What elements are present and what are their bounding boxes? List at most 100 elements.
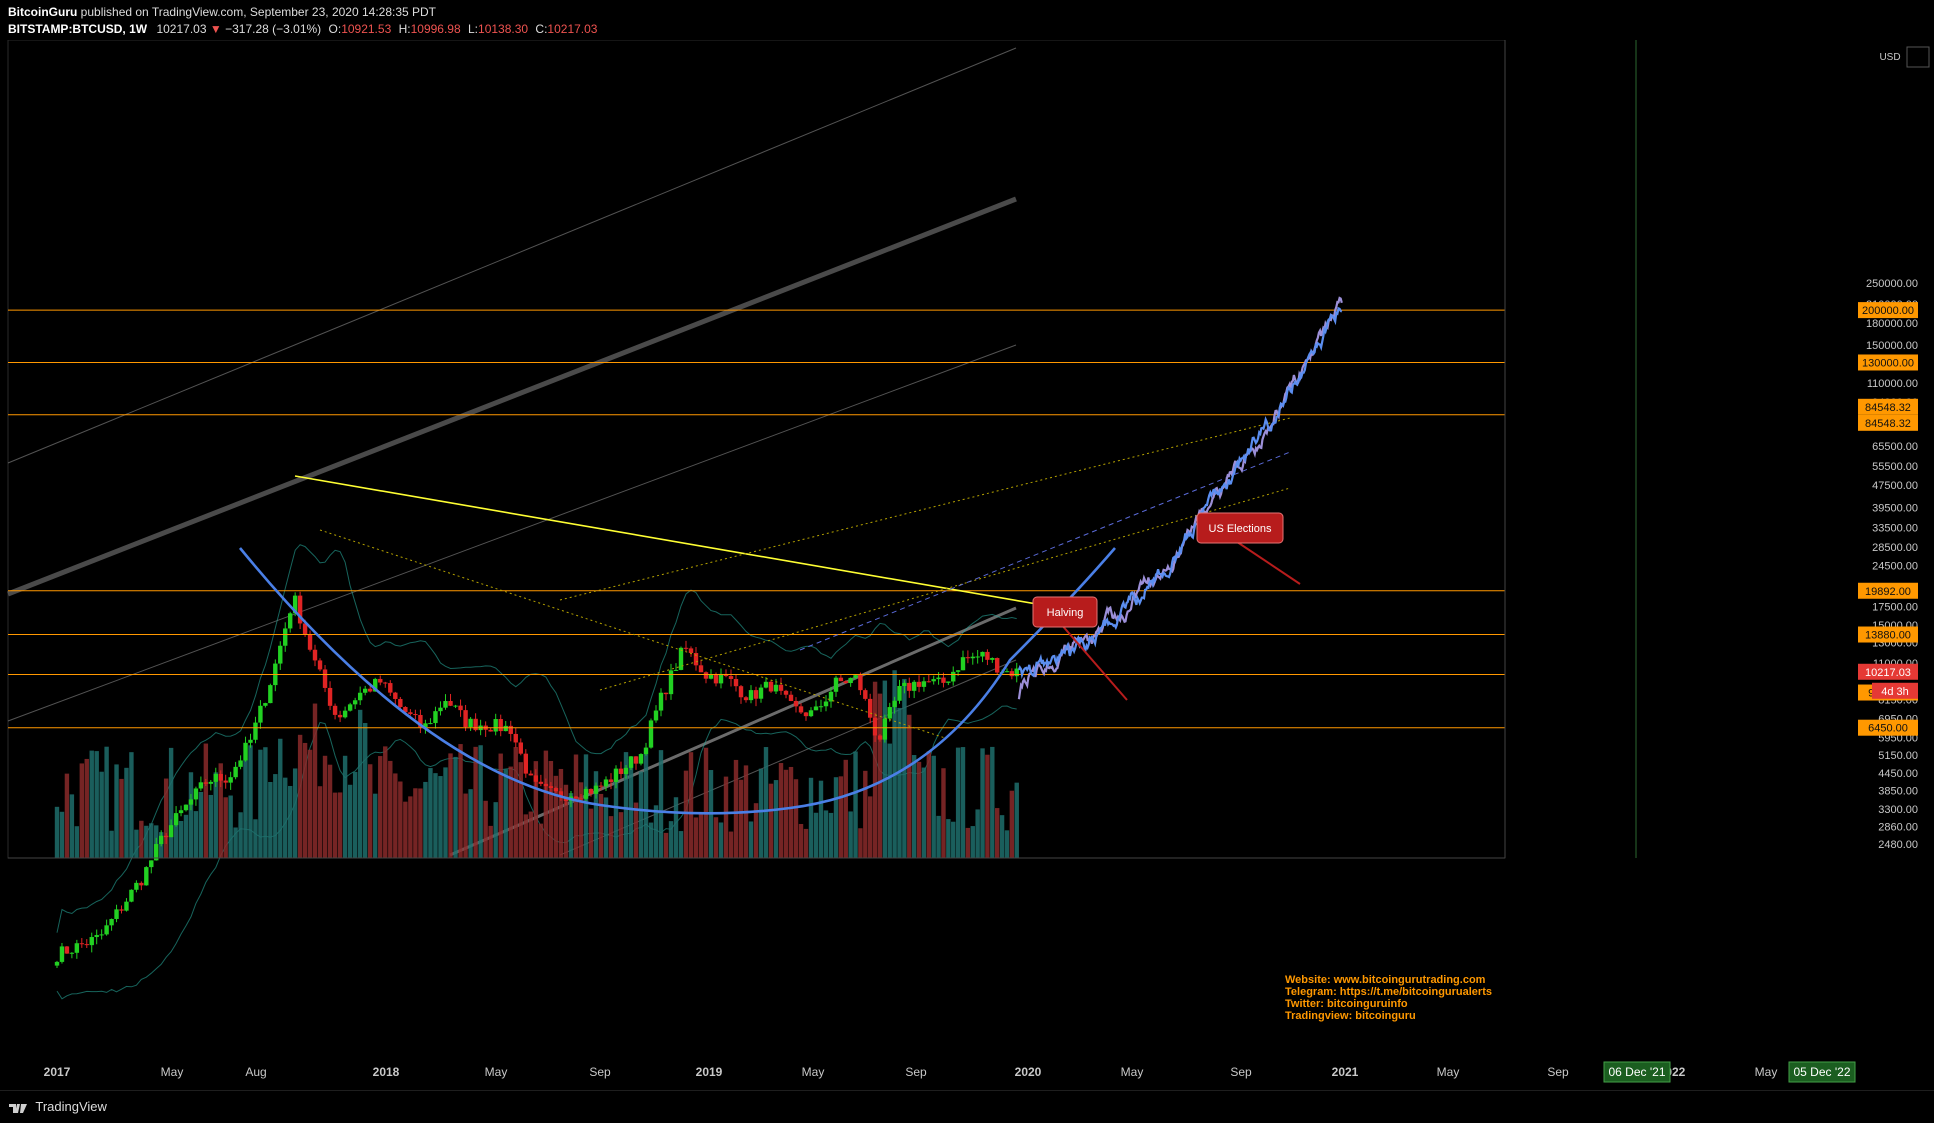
halving-callout-box <box>1032 596 1098 628</box>
volume-bar <box>518 762 523 858</box>
price-tick: 3850.00 <box>1878 785 1918 797</box>
volume-bar <box>753 803 759 858</box>
volume-bar <box>818 780 824 858</box>
open-key: O: <box>328 22 342 36</box>
candle <box>975 656 980 658</box>
date-tag-bg <box>1603 1061 1671 1083</box>
time-tick: May <box>485 1065 508 1079</box>
candle <box>428 723 433 725</box>
candle <box>663 692 669 695</box>
candle <box>378 678 383 683</box>
candle <box>887 707 892 719</box>
candle <box>74 943 80 953</box>
dotted-channel <box>559 417 1291 601</box>
volume-bar <box>683 770 689 858</box>
info-line: Twitter: bitcoinguruinfo <box>1285 998 1408 1010</box>
volume-bar <box>478 745 483 858</box>
info-line: Telegram: https://t.me/bitcoingurualerts <box>1285 986 1492 998</box>
volume-bar <box>798 823 804 858</box>
candle <box>69 952 75 954</box>
candle <box>1004 671 1010 673</box>
candle <box>168 825 174 838</box>
candle <box>733 678 739 687</box>
candle <box>941 677 946 683</box>
candle <box>598 785 604 787</box>
open-value: 10921.53 <box>341 22 392 36</box>
volume-bar <box>980 748 985 858</box>
volume-bar <box>418 788 423 858</box>
time-tick: May <box>802 1065 825 1079</box>
volume-bar <box>728 831 734 858</box>
time-tick: 2019 <box>696 1065 723 1079</box>
candle <box>124 901 129 911</box>
candle <box>258 705 263 723</box>
time-tick: Aug <box>245 1065 266 1079</box>
volume-bar <box>362 723 368 858</box>
candle <box>718 673 724 684</box>
volume-bar <box>292 768 298 858</box>
tradingview-logo[interactable]: TradingView <box>8 1099 107 1114</box>
volume-bar <box>129 752 134 858</box>
volume-bar <box>168 747 174 858</box>
chart-header: BitcoinGuru published on TradingView.com… <box>0 0 1934 40</box>
symbol-label[interactable]: BITSTAMP:BTCUSD, 1W <box>8 22 148 36</box>
volume-bar <box>302 742 308 858</box>
candle <box>513 733 518 743</box>
us-elections-callout-pointer <box>1235 540 1301 585</box>
volume-bar <box>936 815 941 858</box>
volume-bar <box>658 750 664 858</box>
volume-bar <box>768 783 774 858</box>
candle <box>897 686 902 701</box>
volume-bar <box>668 821 674 858</box>
author-name[interactable]: BitcoinGuru <box>8 5 78 19</box>
volume-bar <box>848 811 853 858</box>
volume-bar <box>368 764 373 858</box>
volume-bar <box>583 754 589 858</box>
candle <box>758 687 764 699</box>
candle <box>902 682 907 687</box>
last-price-bg <box>1858 663 1918 680</box>
candle <box>658 692 664 711</box>
candle <box>357 692 363 701</box>
candle <box>283 628 288 646</box>
volume-bar <box>423 781 428 858</box>
volume-bar <box>203 743 209 858</box>
time-tick: 2018 <box>373 1065 400 1079</box>
candle <box>158 835 164 845</box>
volume-bar <box>307 749 313 858</box>
candle <box>443 701 448 708</box>
candle <box>990 658 995 660</box>
time-tick: Sep <box>1547 1065 1569 1079</box>
volume-bar <box>297 734 303 858</box>
volume-bar <box>543 750 549 858</box>
volume-bar <box>163 778 169 858</box>
volume-bar <box>84 758 89 858</box>
candle <box>302 623 308 635</box>
candle <box>134 882 139 890</box>
close-value: 10217.03 <box>547 22 598 36</box>
candle <box>508 725 513 734</box>
candle <box>64 946 70 954</box>
dotted-channel <box>799 451 1291 651</box>
volume-bar <box>99 771 104 858</box>
volume-bar <box>383 746 388 858</box>
candle <box>173 813 179 826</box>
volume-bar <box>823 810 829 858</box>
candle <box>154 844 159 861</box>
price-chart[interactable]: US Elections Halving Website: www.bitcoing… <box>0 40 1934 1090</box>
candle <box>84 944 89 946</box>
volume-bar <box>124 767 129 858</box>
candle <box>853 675 858 678</box>
volume-bar <box>688 752 694 858</box>
candle <box>678 647 684 670</box>
candles <box>54 591 1019 968</box>
price-tick: 2480.00 <box>1878 839 1918 851</box>
candle <box>523 753 529 774</box>
volume-bar <box>393 773 398 858</box>
volume-bar <box>931 755 936 858</box>
candle <box>808 710 814 717</box>
price-change: −317.28 (−3.01%) <box>225 22 322 36</box>
candle <box>413 714 418 716</box>
volume-bar <box>134 829 139 858</box>
candle <box>213 773 218 782</box>
